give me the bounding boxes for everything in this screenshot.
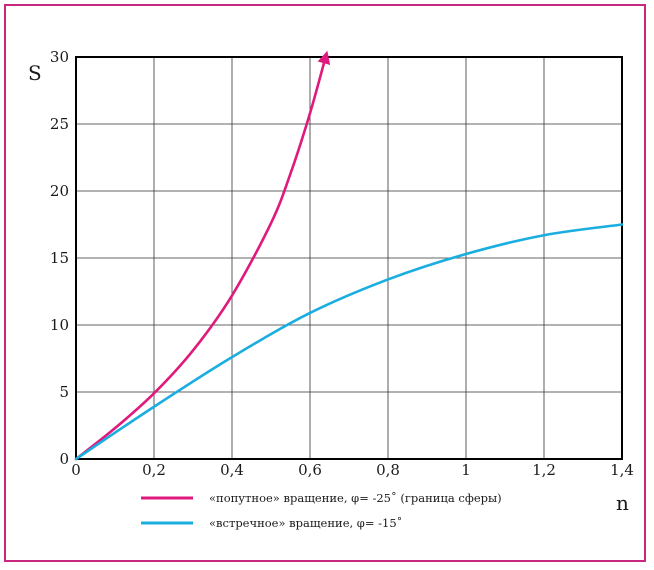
axes: S n 0 0,2 0,4 0,6 0,8 1 1,2 1,4 0 5 10 15 20 25 30 bbox=[28, 48, 634, 515]
plot-border bbox=[75, 56, 623, 460]
legend: «попутное» вращение, φ= -25˚ (граница сф… bbox=[141, 491, 502, 530]
y-tick-label: 15 bbox=[50, 249, 69, 267]
y-tick-label: 10 bbox=[50, 316, 69, 334]
series-line-popular bbox=[74, 50, 331, 461]
x-tick-label: 0,2 bbox=[142, 461, 166, 479]
grid bbox=[75, 56, 623, 460]
legend-label-popular: «попутное» вращение, φ= -25˚ (граница сф… bbox=[209, 491, 502, 505]
series-line-counter bbox=[74, 223, 624, 461]
y-axis-title: S bbox=[28, 61, 42, 85]
y-tick-label: 20 bbox=[50, 182, 69, 200]
x-axis-title: n bbox=[616, 491, 629, 515]
x-tick-label: 1,4 bbox=[610, 461, 634, 479]
x-tick-label: 1 bbox=[461, 461, 471, 479]
y-tick-label: 0 bbox=[59, 450, 69, 468]
x-tick-label: 0 bbox=[71, 461, 81, 479]
x-tick-label: 0,6 bbox=[298, 461, 322, 479]
y-tick-label: 5 bbox=[59, 383, 69, 401]
legend-label-counter: «встречное» вращение, φ= -15˚ bbox=[209, 516, 402, 530]
series-group bbox=[74, 50, 624, 461]
chart-frame: S n 0 0,2 0,4 0,6 0,8 1 1,2 1,4 0 5 10 15 20 25 30 «по… bbox=[4, 4, 646, 562]
x-tick-label: 0,8 bbox=[376, 461, 400, 479]
x-tick-label: 1,2 bbox=[532, 461, 556, 479]
line-chart: S n 0 0,2 0,4 0,6 0,8 1 1,2 1,4 0 5 10 15 20 25 30 «по… bbox=[28, 48, 634, 530]
x-tick-label: 0,4 bbox=[220, 461, 244, 479]
y-tick-label: 25 bbox=[50, 115, 69, 133]
y-tick-label: 30 bbox=[50, 48, 69, 66]
